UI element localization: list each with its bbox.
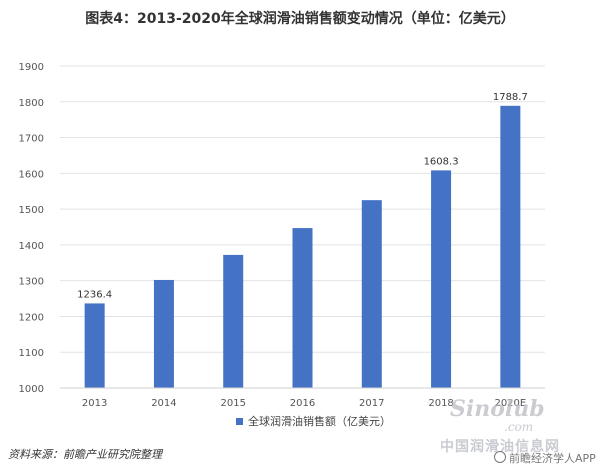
bar (500, 105, 521, 388)
bar (223, 254, 244, 388)
app-watermark: 前瞻经济学人APP (494, 450, 596, 466)
app-logo-icon (494, 451, 506, 463)
legend-label: 全球润滑油销售额（亿美元） (248, 414, 391, 428)
data-labels: 1236.4 1608.3 1788.7 (77, 92, 528, 301)
bar (361, 200, 382, 388)
y-axis-tick-labels: 1000 1100 1200 1300 1400 1500 1600 1700 1800 1900 (19, 62, 44, 395)
data-label: 1788.7 (493, 92, 528, 103)
bars (84, 105, 521, 388)
legend: 全球润滑油销售额（亿美元） (236, 414, 391, 428)
data-label: 1608.3 (424, 156, 459, 167)
x-tick-label: 2014 (151, 398, 176, 409)
y-tick-label: 1300 (19, 277, 44, 288)
y-tick-label: 1100 (19, 348, 44, 359)
bar (292, 228, 313, 388)
chart-title: 图表4：2013-2020年全球润滑油销售额变动情况（单位：亿美元） (85, 11, 515, 27)
bar (84, 303, 105, 388)
x-tick-label: 2017 (359, 398, 384, 409)
legend-swatch (236, 418, 243, 425)
x-tick-label: 2015 (220, 398, 245, 409)
y-tick-label: 1400 (19, 241, 44, 252)
x-tick-label: 2018 (428, 398, 453, 409)
x-tick-label: 2013 (82, 398, 107, 409)
y-tick-label: 1800 (19, 98, 44, 109)
y-tick-label: 1000 (19, 384, 44, 395)
y-tick-label: 1600 (19, 169, 44, 180)
y-tick-label: 1900 (19, 62, 44, 73)
bar (153, 279, 174, 388)
y-tick-label: 1700 (19, 134, 44, 145)
source-note: 资料来源：前瞻产业研究院整理 (8, 448, 162, 461)
y-tick-label: 1500 (19, 205, 44, 216)
app-watermark-label: 前瞻经济学人APP (509, 452, 596, 465)
x-tick-label: 2016 (290, 398, 315, 409)
sinolub-watermark-domain: .com (504, 420, 534, 434)
x-axis-tick-labels: 2013 2014 2015 2016 2017 2018 2020E (82, 398, 526, 409)
y-tick-label: 1200 (19, 312, 44, 323)
sinolub-watermark: Sinolub (450, 396, 545, 422)
data-label: 1236.4 (77, 289, 112, 300)
site-watermark-cn: 中国润滑油信息网 (440, 439, 560, 455)
bar (431, 170, 452, 388)
x-tick-label: 2020E (494, 398, 526, 409)
